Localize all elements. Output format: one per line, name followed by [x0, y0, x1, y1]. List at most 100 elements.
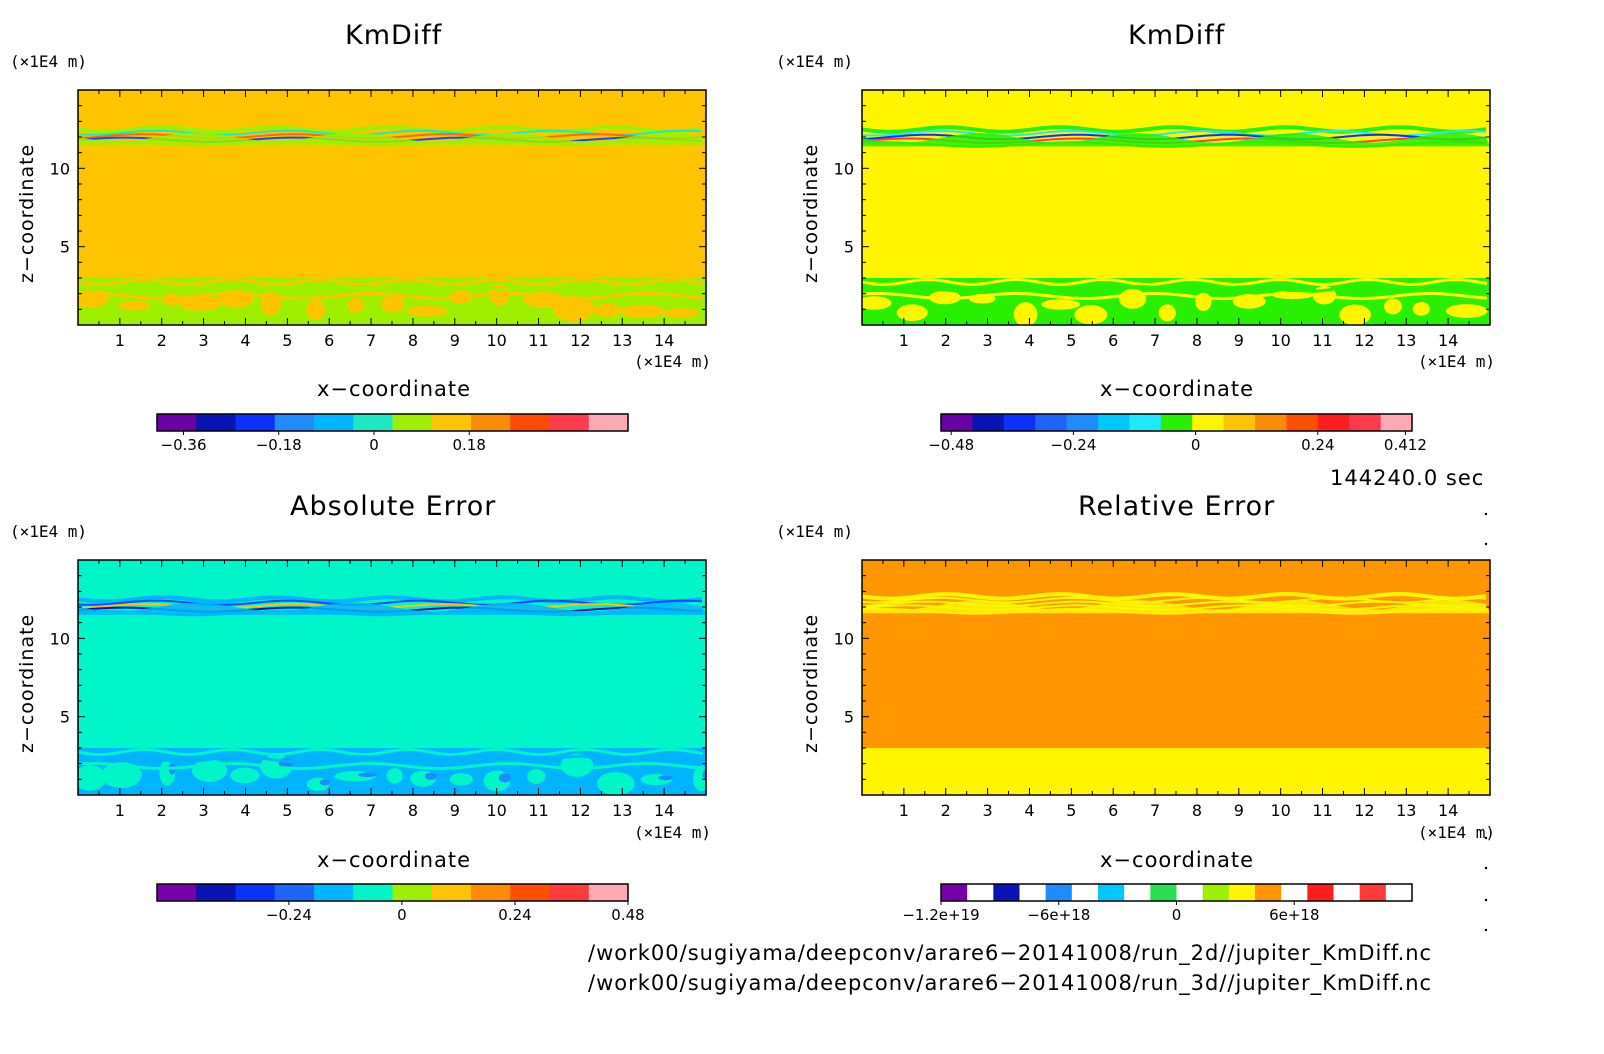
colorbar-swatch [1192, 414, 1225, 431]
colorbar-swatch [588, 884, 629, 901]
colorbar-frame [940, 413, 1413, 432]
panel-2-band-2 [862, 277, 1490, 325]
band-line [862, 125, 1487, 134]
panel-4-band-2 [862, 747, 1490, 795]
panel-1-band-1 [78, 125, 706, 147]
band-line [78, 595, 703, 604]
colorbar-tick-label: 0.18 [452, 436, 485, 454]
band-curl [1384, 298, 1402, 315]
x-tick-label: 13 [612, 801, 632, 820]
colorbar-swatch [941, 414, 973, 431]
colorbar-swatch [1380, 414, 1413, 431]
band-wave [78, 277, 704, 287]
colorbar-tick-label: 0.24 [1301, 436, 1334, 454]
band-wave [862, 284, 1488, 294]
x-tick-label: 11 [528, 331, 548, 350]
margin-dot [1484, 836, 1488, 840]
x-tick-label: 5 [1066, 331, 1076, 350]
colorbar-swatch [1281, 884, 1308, 901]
panel-2-plot-area [862, 90, 1490, 325]
colorbar-swatch [314, 884, 354, 901]
margin-dot [1484, 898, 1488, 902]
band-curl [319, 779, 330, 786]
x-tick-label: 3 [983, 331, 993, 350]
colorbar-swatch [1098, 884, 1125, 901]
colorbar-swatch [1066, 414, 1099, 431]
panel-1-title: KmDiff [345, 20, 443, 51]
colorbar-swatch [1333, 884, 1361, 901]
x-tick-label: 1 [899, 801, 909, 820]
y-tick-label: 10 [50, 629, 70, 648]
x-tick-label: 10 [486, 801, 506, 820]
x-tick-label: 8 [1192, 331, 1202, 350]
band-curl [1244, 772, 1272, 789]
x-tick-label: 14 [1438, 331, 1458, 350]
panel-2-y-unit: (×1E4 m) [776, 52, 854, 71]
x-tick-label: 2 [157, 331, 167, 350]
band-curl [658, 775, 673, 781]
band-curl [702, 768, 706, 781]
x-tick-label: 8 [408, 331, 418, 350]
x-tick-label: 14 [654, 801, 674, 820]
band-base [862, 278, 1490, 325]
margin-dot [1484, 866, 1488, 870]
colorbar-frame [156, 883, 629, 902]
band-curl [101, 762, 142, 788]
band-curl [984, 772, 1007, 790]
band-curl [553, 296, 595, 322]
x-tick-label: 5 [282, 331, 292, 350]
panel-3-band-1 [78, 595, 706, 617]
colorbar-swatch [1035, 414, 1068, 431]
panel-3-title: Absolute Error [290, 491, 497, 522]
panel-3-band-2 [78, 747, 706, 795]
band-wave [78, 747, 704, 757]
band-curl [1013, 302, 1038, 325]
x-tick-label: 11 [1312, 331, 1332, 350]
colorbar-swatch [1385, 884, 1413, 901]
band-curl [1119, 289, 1147, 309]
x-tick-label: 6 [1108, 801, 1118, 820]
colorbar-swatch [196, 414, 236, 431]
colorbar-tick-label: 0 [1172, 906, 1182, 924]
x-tick-label: 11 [528, 801, 548, 820]
colorbar-tick-label: 6e+18 [1269, 906, 1319, 924]
band-curl [498, 773, 511, 783]
x-tick-label: 10 [1270, 331, 1290, 350]
band-curl [1041, 299, 1080, 310]
band-curl [1412, 302, 1430, 316]
colorbar-swatch [353, 414, 393, 431]
x-tick-label: 4 [1024, 331, 1034, 350]
colorbar-swatch [1307, 884, 1334, 901]
y-tick-label: 5 [60, 708, 70, 727]
band-curl [560, 753, 594, 777]
colorbar-swatch [510, 414, 550, 431]
x-tick-label: 5 [282, 801, 292, 820]
colorbar-tick-label: −6e+18 [1027, 906, 1090, 924]
colorbar-swatch [1003, 414, 1036, 431]
panel-2-x-unit: (×1E4 m) [1418, 352, 1496, 371]
band-line [862, 592, 1487, 601]
colorbar-swatch [235, 414, 276, 431]
colorbar-swatch [392, 414, 433, 431]
band-wave [78, 761, 704, 771]
x-tick-label: 14 [654, 331, 674, 350]
band-curl [1418, 766, 1439, 782]
panel-1-x-label: x−coordinate [317, 377, 472, 401]
band-curl [449, 773, 473, 786]
band-curl [1195, 292, 1212, 311]
band-fill [78, 132, 706, 145]
x-tick-label: 10 [1270, 801, 1290, 820]
band-wave [862, 747, 1488, 757]
band-fill [862, 133, 1490, 147]
colorbar-tick-label: −0.36 [161, 436, 207, 454]
colorbar-swatch [1129, 414, 1162, 431]
panel-4-plot-area [862, 560, 1490, 795]
band-curl [179, 295, 223, 311]
colorbar-tick-label: 0.412 [1384, 436, 1427, 454]
x-tick-label: 6 [324, 331, 334, 350]
band-curl [78, 765, 107, 791]
x-tick-label: 4 [240, 331, 250, 350]
